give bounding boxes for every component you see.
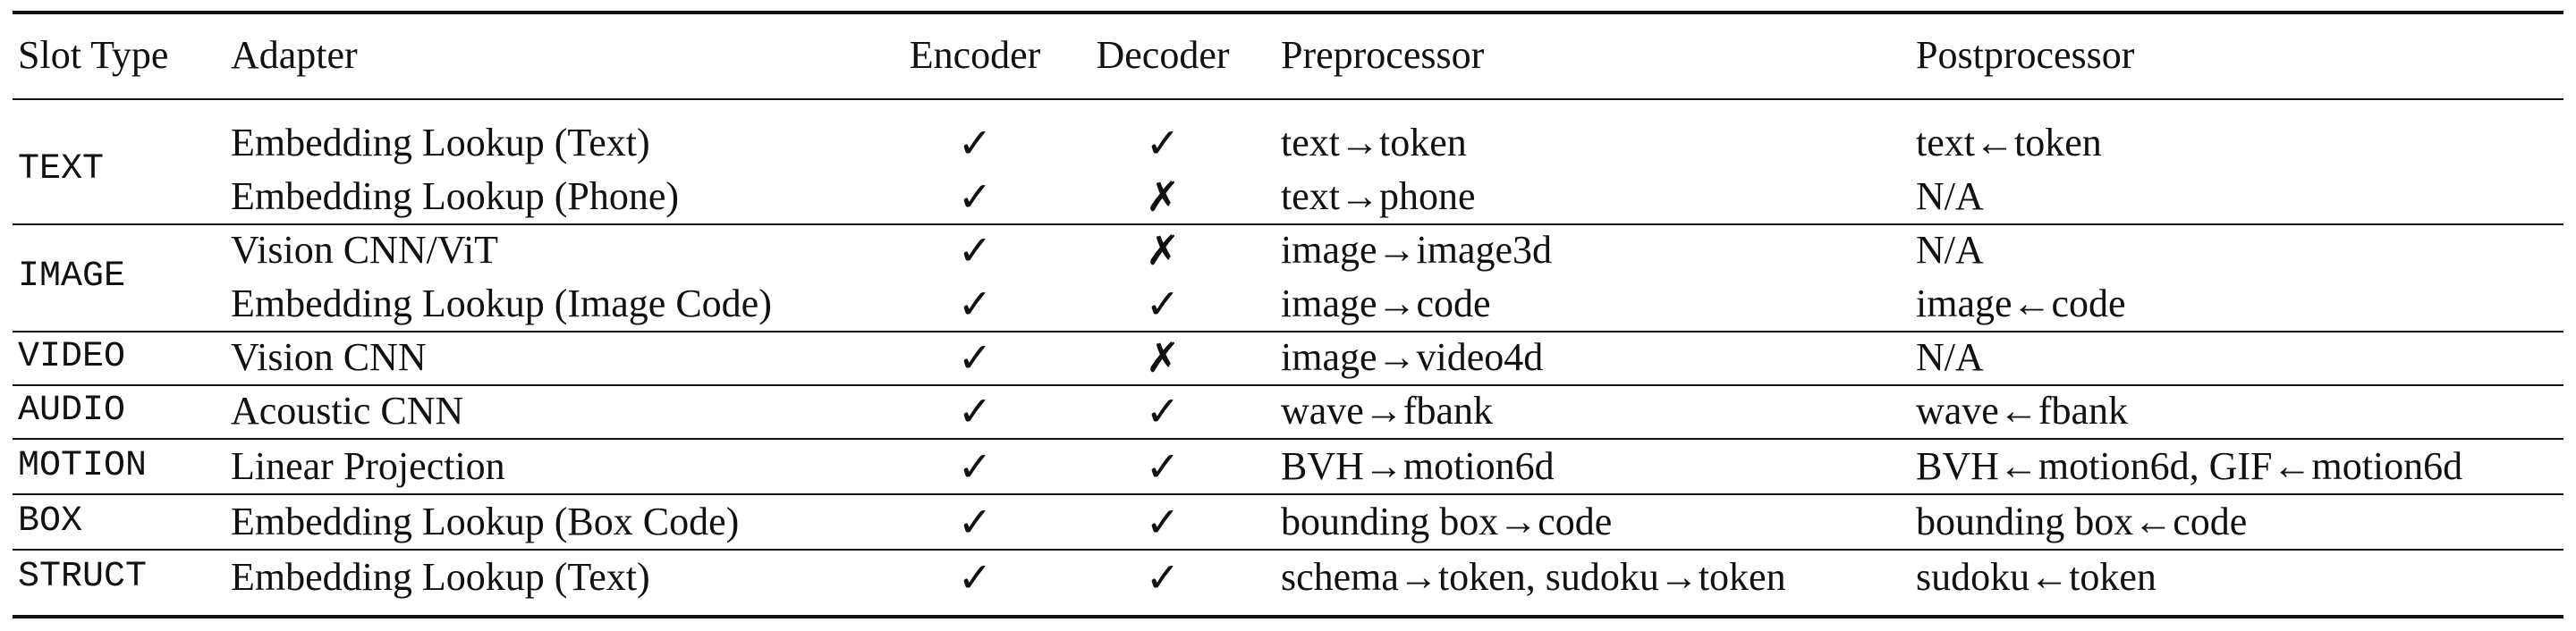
table-row: Embedding Lookup (Phone) ✓ ✗ text→phone … [0,170,2576,223]
slot-label-box: BOX [18,501,83,542]
encoder-mark: ✓ [957,387,993,435]
table-row: Vision CNN/ViT ✓ ✗ image→image3d N/A [0,223,2576,277]
postprocessor-cell: N/A [1916,228,1984,272]
preprocessor-cell: image→video4d [1281,335,1544,379]
decoder-mark: ✓ [1145,498,1181,546]
header-decoder: Decoder [1096,33,1230,77]
preprocessor-cell: schema→token, sudoku→token [1281,555,1786,599]
preprocessor-cell: text→token [1281,121,1467,164]
adapter-cell: Embedding Lookup (Text) [231,121,650,164]
slot-label-video: VIDEO [18,337,126,377]
table-row: VIDEO Vision CNN ✓ ✗ image→video4d N/A [0,331,2576,384]
postprocessor-cell: text←token [1916,121,2102,164]
encoder-mark: ✓ [957,498,993,546]
decoder-mark: ✗ [1145,226,1181,274]
postprocessor-cell: BVH←motion6d, GIF←motion6d [1916,444,2463,488]
header-preprocessor: Preprocessor [1281,33,1485,77]
slot-label-struct: STRUCT [18,557,148,597]
table-row: AUDIO Acoustic CNN ✓ ✓ wave→fbank wave←f… [0,384,2576,438]
adapter-cell: Embedding Lookup (Phone) [231,174,680,218]
header-row: Slot Type Adapter Encoder Decoder Prepro… [0,29,2576,82]
group-rule [13,493,2563,495]
header-slot-type: Slot Type [18,33,169,77]
preprocessor-cell: image→code [1281,282,1491,325]
encoder-mark: ✓ [957,119,993,167]
postprocessor-cell: N/A [1916,335,1984,379]
group-rule [13,549,2563,551]
header-postprocessor: Postprocessor [1916,33,2135,77]
header-encoder: Encoder [909,33,1041,77]
encoder-mark: ✓ [957,280,993,328]
encoder-mark: ✓ [957,442,993,491]
table-row: STRUCT Embedding Lookup (Text) ✓ ✓ schem… [0,551,2576,604]
postprocessor-cell: N/A [1916,174,1984,218]
header-adapter: Adapter [231,33,358,77]
header-rule [13,98,2563,100]
adapter-cell: Linear Projection [231,444,505,488]
bottom-rule [13,615,2563,618]
postprocessor-cell: sudoku←token [1916,555,2157,599]
table-row: Embedding Lookup (Text) ✓ ✓ text→token t… [0,116,2576,170]
decoder-mark: ✓ [1145,119,1181,167]
decoder-mark: ✗ [1145,333,1181,382]
table-row: BOX Embedding Lookup (Box Code) ✓ ✓ boun… [0,495,2576,549]
postprocessor-cell: wave←fbank [1916,389,2129,433]
preprocessor-cell: wave→fbank [1281,389,1494,433]
encoder-mark: ✓ [957,226,993,274]
slot-label-motion: MOTION [18,446,148,486]
adapter-cell: Vision CNN/ViT [231,228,499,272]
adapter-cell: Vision CNN [231,335,427,379]
group-rule [13,223,2563,225]
preprocessor-cell: text→phone [1281,174,1476,218]
postprocessor-cell: bounding box←code [1916,500,2248,543]
adapter-cell: Embedding Lookup (Box Code) [231,500,740,543]
table-row: MOTION Linear Projection ✓ ✓ BVH→motion6… [0,440,2576,493]
top-rule [13,11,2563,14]
group-rule [13,384,2563,386]
preprocessor-cell: BVH→motion6d [1281,444,1555,488]
decoder-mark: ✓ [1145,387,1181,435]
encoder-mark: ✓ [957,333,993,382]
decoder-mark: ✓ [1145,442,1181,491]
postprocessor-cell: image←code [1916,282,2126,325]
decoder-mark: ✗ [1145,172,1181,221]
slot-label-audio: AUDIO [18,391,126,431]
adapter-cell: Embedding Lookup (Text) [231,555,650,599]
table-row: Embedding Lookup (Image Code) ✓ ✓ image→… [0,277,2576,331]
adapter-cell: Acoustic CNN [231,389,464,433]
slot-label-image: IMAGE [18,257,126,297]
group-rule [13,331,2563,332]
group-rule [13,438,2563,440]
encoder-mark: ✓ [957,553,993,602]
slot-label-text: TEXT [18,149,105,189]
adapter-cell: Embedding Lookup (Image Code) [231,282,772,325]
preprocessor-cell: bounding box→code [1281,500,1613,543]
decoder-mark: ✓ [1145,280,1181,328]
preprocessor-cell: image→image3d [1281,228,1553,272]
encoder-mark: ✓ [957,172,993,221]
decoder-mark: ✓ [1145,553,1181,602]
